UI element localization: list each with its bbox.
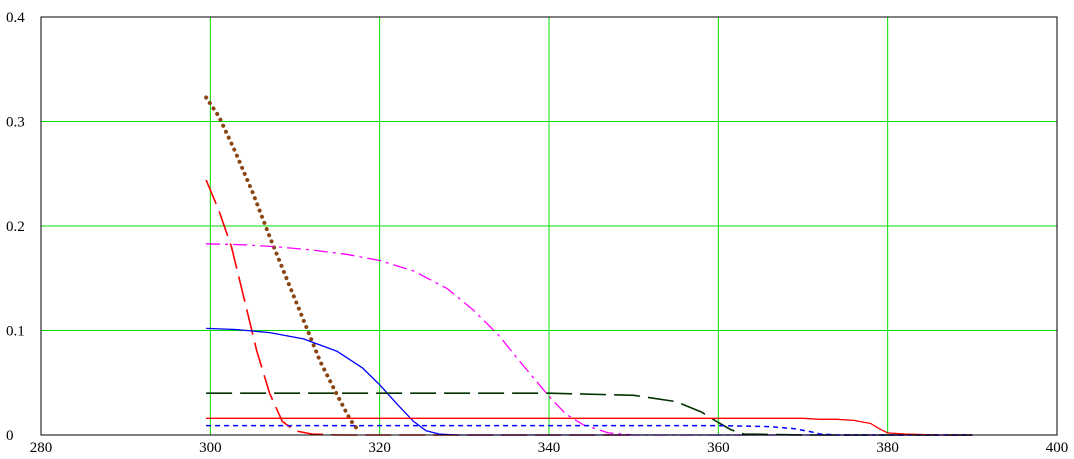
x-tick-label: 280 [30, 440, 53, 456]
plot-frame [40, 16, 1058, 436]
y-tick-label: 0.1 [6, 324, 25, 340]
x-axis-ticks: 280 300 320 340 360 380 400 [30, 440, 1069, 456]
x-tick-label: 380 [876, 440, 899, 456]
x-tick-label: 400 [1046, 440, 1069, 456]
x-tick-label: 360 [707, 440, 730, 456]
y-tick-label: 0.2 [6, 219, 25, 235]
y-axis-ticks: 0 0.1 0.2 0.3 0.4 [6, 10, 25, 444]
x-tick-label: 320 [368, 440, 391, 456]
series-line-3 [206, 243, 973, 436]
series-line-1 [204, 95, 361, 433]
y-tick-label: 0.3 [6, 115, 25, 131]
gridlines [41, 17, 1057, 435]
series-line-6 [206, 417, 973, 436]
x-tick-label: 300 [199, 440, 222, 456]
x-tick-label: 340 [538, 440, 561, 456]
y-tick-label: 0.4 [6, 10, 25, 26]
y-tick-label: 0 [6, 428, 14, 444]
